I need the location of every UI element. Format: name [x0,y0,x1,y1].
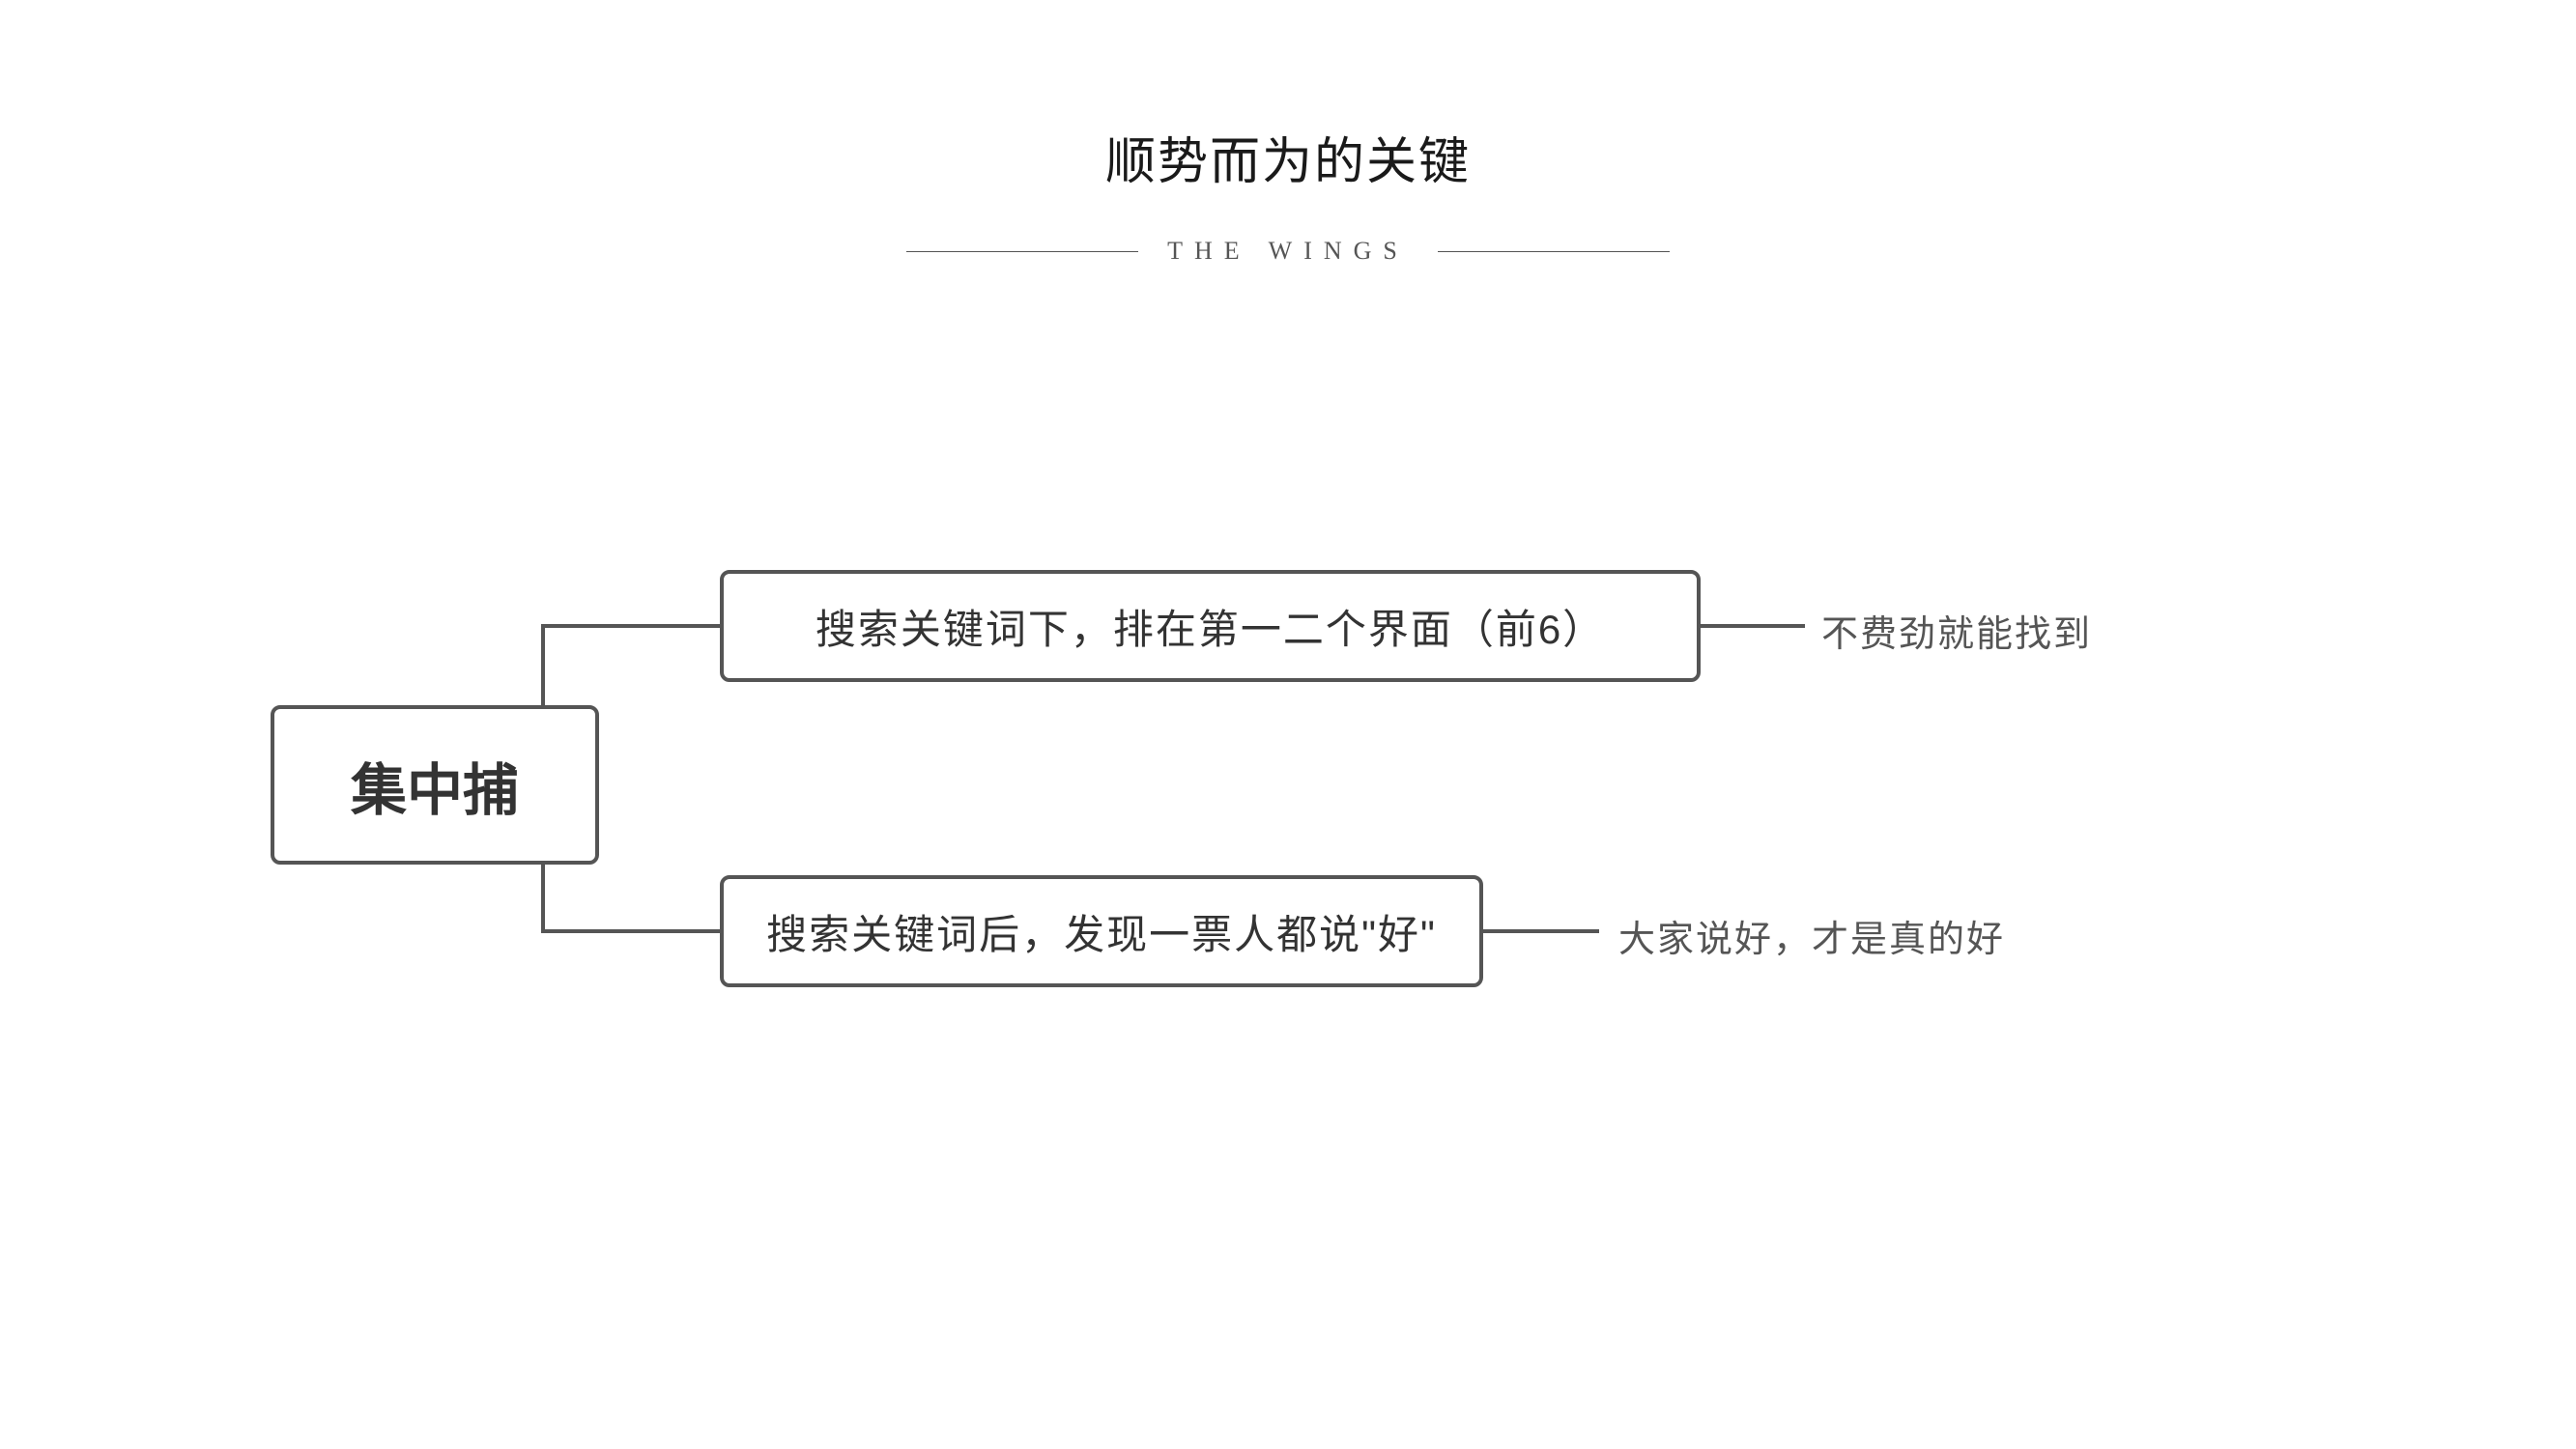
connector-annotation-2 [1483,929,1599,933]
branch-node-2: 搜索关键词后，发现一票人都说"好" [720,875,1483,987]
branch-node-1: 搜索关键词下，排在第一二个界面（前6） [720,570,1701,682]
annotation-1: 不费劲就能找到 [1821,604,2092,657]
flowchart-diagram: 集中捕 搜索关键词下，排在第一二个界面（前6） 搜索关键词后，发现一票人都说"好… [271,570,2300,1072]
subtitle-line-right [1438,251,1670,252]
connector-bottom-horizontal [545,929,720,933]
connector-bracket-bottom-vert [541,865,545,933]
annotation-2: 大家说好，才是真的好 [1618,909,2005,962]
connector-top-horizontal [545,624,720,628]
branch-node-1-label: 搜索关键词下，排在第一二个界面（前6） [816,597,1605,656]
subtitle-text: THE WINGS [1167,237,1409,266]
branch-node-2-label: 搜索关键词后，发现一票人都说"好" [766,902,1437,961]
root-node-label: 集中捕 [351,745,519,826]
root-node: 集中捕 [271,705,599,865]
subtitle-row: THE WINGS [0,237,2576,266]
title-section: 顺势而为的关键 THE WINGS [0,0,2576,266]
connector-bracket-top-vert [541,624,545,705]
subtitle-line-left [906,251,1138,252]
main-title: 顺势而为的关键 [0,121,2576,193]
connector-annotation-1 [1701,624,1805,628]
